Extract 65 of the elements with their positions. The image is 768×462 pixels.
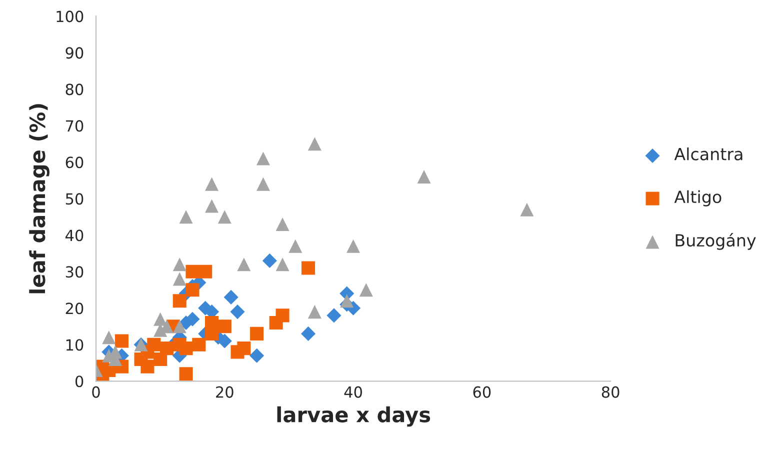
y-tick-label: 20 (66, 302, 84, 314)
point (359, 283, 373, 297)
legend-label: Buzogány (676, 233, 756, 250)
y-tick-label: 100 (56, 10, 84, 22)
point (218, 320, 232, 334)
point (230, 304, 245, 320)
legend-label: Altigo (674, 190, 722, 206)
point (262, 253, 277, 268)
point (160, 342, 174, 356)
point (205, 177, 219, 191)
x-tick-label: 60 (473, 386, 491, 398)
point (186, 264, 200, 278)
point (288, 239, 302, 253)
point (198, 264, 212, 278)
point (308, 137, 322, 151)
y-tick-label: 70 (66, 120, 84, 132)
y-tick-label: 30 (66, 266, 84, 278)
point (256, 177, 270, 191)
point (301, 261, 316, 275)
y-tick-label: 40 (66, 230, 84, 242)
point (102, 330, 116, 344)
x-axis-title: larvae x days (277, 406, 430, 427)
point (276, 217, 290, 231)
point (326, 308, 342, 323)
y-tick-label: 90 (66, 47, 84, 59)
point (346, 239, 360, 253)
point (114, 334, 128, 348)
point (250, 348, 264, 363)
point (186, 283, 200, 297)
point (256, 152, 270, 166)
point (192, 338, 206, 352)
x-tick-label: 20 (216, 386, 234, 398)
y-tick-label: 60 (66, 156, 84, 168)
point (172, 294, 186, 308)
point (218, 210, 232, 224)
point (154, 352, 168, 366)
point (276, 258, 290, 272)
y-tick-label: 50 (66, 193, 84, 205)
point (147, 338, 161, 352)
point (520, 202, 534, 216)
point (179, 210, 193, 224)
point (237, 258, 251, 272)
x-tick-label: 40 (344, 386, 362, 398)
x-tick-label: 80 (602, 386, 620, 398)
x-tick-label: 0 (92, 386, 100, 398)
point (224, 290, 238, 304)
point (172, 258, 186, 272)
point (417, 170, 431, 184)
point (179, 367, 193, 381)
legend-label: Alcantra (674, 147, 742, 160)
point (179, 342, 193, 356)
point (250, 326, 264, 340)
point (340, 294, 354, 308)
y-tick-label: 0 (75, 376, 84, 388)
y-tick-label: 10 (66, 339, 84, 351)
point (276, 308, 290, 322)
point (140, 360, 154, 374)
point (308, 305, 322, 319)
point (172, 320, 186, 334)
y-axis-title: leaf damage (%) (29, 104, 50, 294)
point (300, 326, 316, 341)
point (237, 342, 251, 356)
y-tick-label: 80 (66, 84, 84, 96)
point (172, 272, 186, 286)
point (205, 199, 219, 213)
